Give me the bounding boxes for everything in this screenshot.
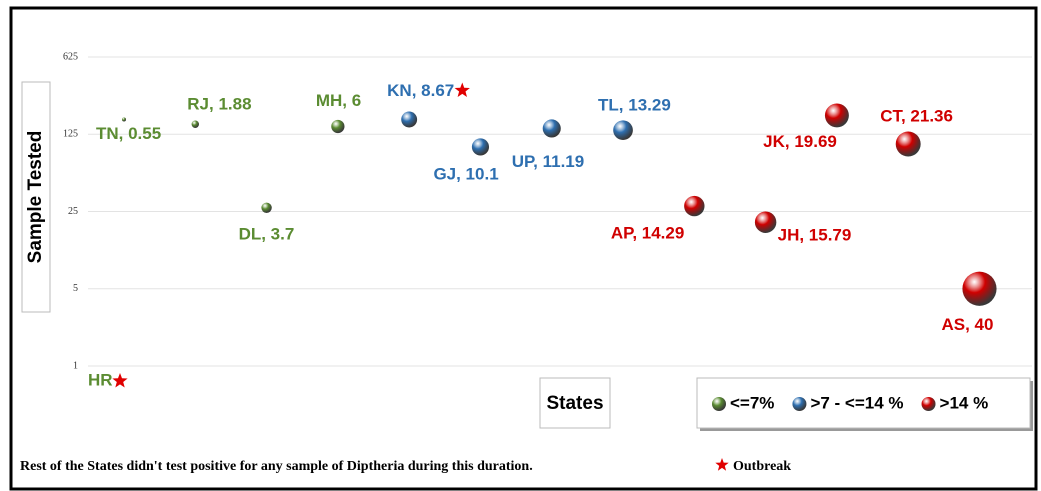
legend-label: >14 % (940, 393, 989, 412)
data-label: RJ, 1.88 (187, 95, 251, 114)
legend-label: >7 - <=14 % (810, 393, 903, 412)
frame (9, 6, 1038, 491)
outbreak-star (454, 82, 470, 97)
data-label: JK, 19.69 (763, 132, 837, 151)
data-label: MH, 6 (316, 91, 361, 110)
bubble (895, 131, 921, 157)
legend-swatch (712, 397, 726, 411)
data-label: TL, 13.29 (598, 96, 671, 115)
x-axis-label: States (546, 393, 603, 414)
legend-swatch (792, 397, 807, 411)
bubble (962, 271, 997, 306)
y-tick-label: 625 (63, 51, 78, 62)
bubble (191, 120, 199, 128)
annotation: HR (88, 370, 113, 389)
legend-swatch (921, 397, 936, 411)
bubble (331, 119, 345, 134)
y-tick-label: 1 (73, 360, 78, 371)
bubble (471, 138, 490, 156)
y-axis-label: Sample Tested (25, 131, 46, 264)
x-label-box (539, 377, 611, 429)
bubble (401, 111, 418, 128)
outbreak-label: Outbreak (733, 459, 791, 474)
bubble (613, 120, 633, 141)
data-label: AS, 40 (941, 315, 993, 334)
data-label: JH, 15.79 (778, 226, 852, 245)
bubble (754, 211, 777, 233)
data-label: TN, 0.55 (96, 124, 161, 143)
data-label: KN, 8.67 (387, 81, 454, 100)
y-tick-label: 25 (68, 206, 78, 217)
legend-label: <=7% (730, 393, 774, 412)
bubble (684, 195, 705, 217)
footnote: Rest of the States didn't test positive … (20, 459, 533, 474)
data-label: AP, 14.29 (611, 224, 684, 243)
data-label: UP, 11.19 (512, 152, 584, 171)
data-label: DL, 3.7 (239, 224, 295, 243)
y-tick-label: 125 (63, 129, 78, 140)
data-label: CT, 21.36 (880, 106, 953, 125)
y-tick-label: 5 (73, 283, 78, 294)
outbreak-legend-star (715, 458, 729, 471)
annotation-star (112, 373, 128, 388)
bubble (261, 202, 272, 213)
legend (696, 377, 1031, 429)
data-label: GJ, 10.1 (433, 164, 498, 183)
bubble (121, 117, 127, 122)
y-label-box (21, 81, 51, 313)
bubble (542, 119, 561, 138)
bubble (824, 103, 849, 128)
